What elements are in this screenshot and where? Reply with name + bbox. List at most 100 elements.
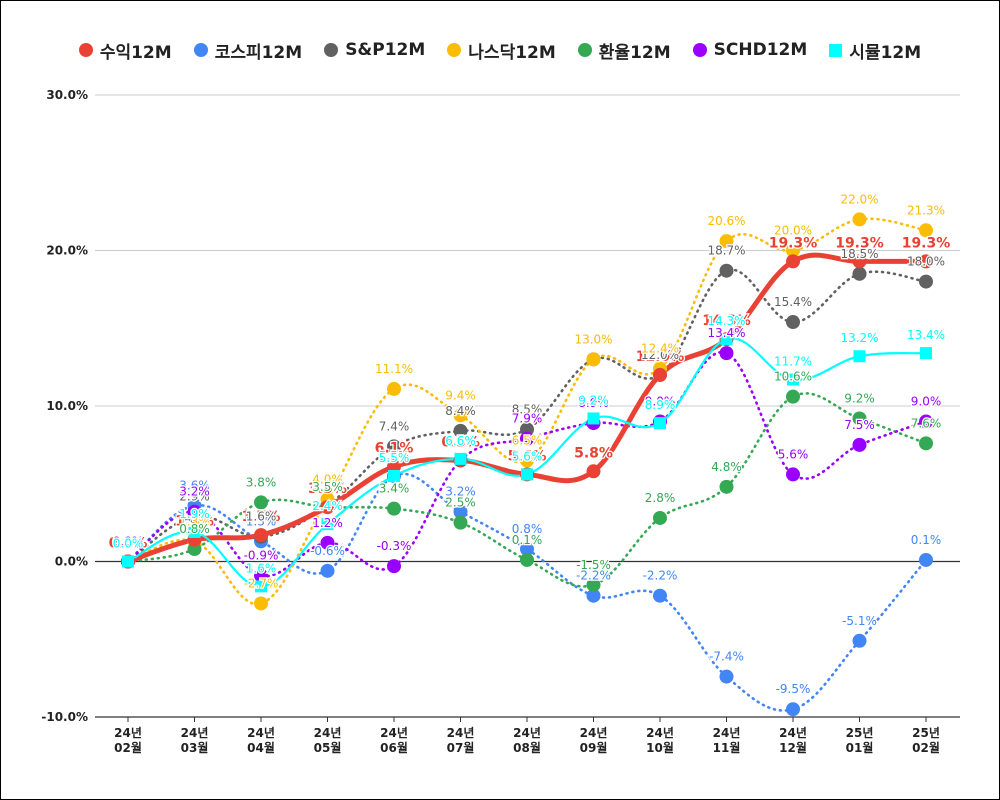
series-0-data-label: 1.4%	[175, 514, 214, 530]
series-5-point	[387, 559, 401, 574]
legend-item[interactable]: S&P12M	[324, 40, 425, 60]
series-6-data-label: 5.6%	[512, 449, 543, 463]
series-0-point	[919, 254, 933, 269]
series-0-data-label: 6.5%	[441, 434, 480, 450]
series-6-data-label: 6.6%	[445, 434, 476, 448]
series-6-data-label: 8.9%	[645, 398, 676, 412]
series-1-point	[520, 542, 534, 557]
x-tick-label-year: 24년	[314, 726, 342, 740]
series-0-point	[852, 254, 867, 269]
series-4-data-label: 10.6%	[774, 370, 812, 384]
series-3-data-label: 6.5%	[512, 433, 543, 447]
chart-legend: 수익12M 코스피12M S&P12M 나스닥12M 환율12M SCHD12M 시뮬12M	[0, 37, 1000, 63]
legend-label: 환율12M	[598, 42, 671, 63]
series-3-data-label: 12.4%	[641, 342, 679, 356]
series-4-data-label: 3.4%	[379, 482, 410, 496]
series-3-point	[520, 453, 534, 468]
x-tick-label-year: 24년	[247, 726, 275, 740]
series-6-data-label: 13.4%	[907, 328, 945, 342]
series-5-data-label: 7.9%	[512, 412, 543, 426]
series-1-data-label: -7.4%	[709, 650, 744, 664]
series-2-point	[453, 423, 468, 438]
series-0-data-label: 5.6%	[508, 448, 547, 464]
series-3-data-label: 22.0%	[840, 192, 878, 206]
series-4-data-label: 9.2%	[844, 391, 875, 405]
series-2-data-label: 15.4%	[774, 295, 812, 309]
series-5-data-label: 13.4%	[707, 326, 745, 340]
series-6-data-label: 14.3%	[707, 314, 745, 328]
series-6-data-label: 2.4%	[312, 499, 343, 513]
legend-swatch	[324, 43, 339, 57]
legend-label: 수익12M	[99, 42, 172, 63]
series-3-data-label: 13.0%	[574, 332, 612, 346]
series-6-data-label: 0.0%	[113, 537, 144, 551]
series-6-point	[122, 555, 134, 568]
series-2-data-label: 8.4%	[445, 404, 476, 418]
series-5-point	[320, 535, 335, 550]
series-2-data-label: 18.7%	[707, 244, 745, 258]
series-2-point	[387, 439, 401, 454]
x-tick-label-year: 24년	[380, 726, 408, 740]
series-6-point	[920, 347, 932, 360]
series-1-data-label: -0.6%	[310, 544, 345, 558]
legend-item[interactable]: 시뮬12M	[829, 38, 921, 63]
series-4-point	[852, 411, 867, 426]
series-6-point	[853, 350, 866, 363]
series-2-data-label: 18.0%	[907, 255, 945, 269]
series-4-point	[520, 552, 534, 567]
y-tick-label: 20.0%	[46, 244, 88, 258]
series-3-point	[719, 234, 734, 249]
x-tick-label-month: 04월	[247, 740, 275, 755]
series-3-point	[919, 223, 933, 238]
x-tick-label-month: 07월	[447, 740, 475, 755]
legend-item[interactable]: SCHD12M	[692, 40, 807, 60]
series-3-point	[786, 243, 800, 258]
series-5-data-label: 1.2%	[312, 516, 343, 530]
series-1-data-label: 5.5%	[379, 449, 410, 463]
series-4-point	[719, 479, 734, 494]
legend-label: 코스피12M	[214, 42, 303, 63]
series-5-point	[852, 437, 867, 452]
legend-swatch	[829, 43, 843, 57]
series-0-data-label: 6.1%	[375, 441, 414, 457]
series-0-data-label: 0.0%	[109, 536, 148, 552]
series-3-data-label: 20.0%	[774, 224, 812, 238]
legend-swatch	[78, 43, 93, 57]
x-tick-label-year: 24년	[646, 726, 674, 740]
series-6-point	[787, 373, 799, 386]
x-tick-label-year: 24년	[513, 726, 541, 740]
x-tick-label-year: 24년	[114, 726, 142, 740]
series-2-data-label: 0.0%	[113, 535, 144, 549]
series-5-data-label: 0.0%	[113, 535, 144, 549]
series-1-point	[852, 633, 867, 648]
series-2-data-label: 8.5%	[512, 402, 543, 416]
legend-item[interactable]: 수익12M	[78, 38, 172, 63]
x-tick-label-year: 24년	[580, 726, 608, 740]
series-5-point	[187, 504, 202, 519]
x-tick-label-month: 02월	[912, 740, 940, 755]
series-5-data-label: 9.0%	[645, 395, 676, 409]
series-6-data-label: 1.9%	[179, 507, 210, 521]
legend-item[interactable]: 환율12M	[577, 38, 671, 63]
x-tick-label-year: 24년	[779, 726, 807, 740]
legend-swatch	[692, 43, 707, 57]
x-tick-label-month: 01월	[846, 740, 874, 755]
series-2-point	[919, 274, 933, 289]
series-5-data-label: 8.9%	[578, 396, 609, 410]
series-5-point	[919, 414, 933, 429]
legend-label: 시뮬12M	[849, 42, 922, 63]
series-3-data-label: 0.0%	[113, 535, 144, 549]
series-4-point	[387, 501, 401, 516]
series-2-data-label: 13.0%	[574, 332, 612, 346]
series-6-point	[388, 469, 400, 482]
series-6-data-label: 5.5%	[379, 451, 410, 465]
legend-item[interactable]: 코스피12M	[193, 38, 303, 63]
series-3-point	[852, 212, 867, 227]
series-1-point	[320, 563, 335, 578]
series-3-data-label: -2.7%	[244, 576, 279, 590]
series-3-data-label: 20.6%	[707, 214, 745, 228]
y-tick-label: 10.0%	[46, 399, 88, 413]
legend-item[interactable]: 나스닥12M	[447, 38, 556, 63]
series-3-data-label: 4.0%	[312, 472, 343, 486]
